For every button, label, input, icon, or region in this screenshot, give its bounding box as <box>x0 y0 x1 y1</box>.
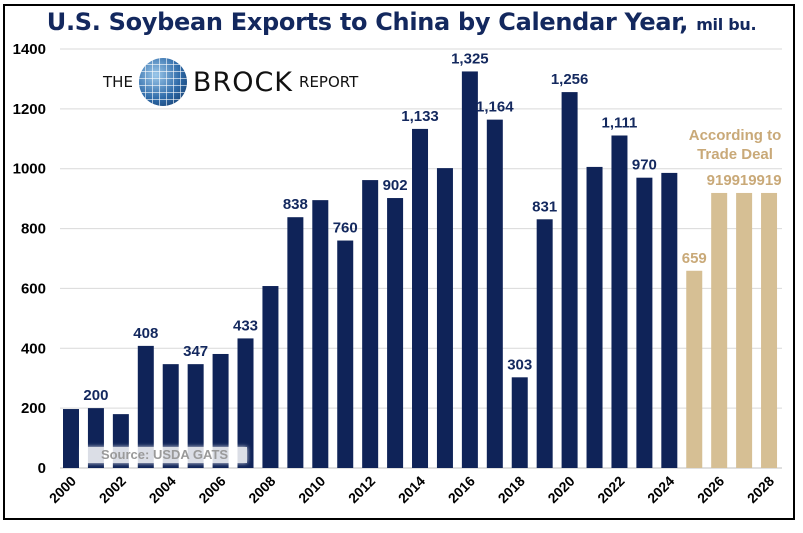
bar-2017 <box>486 119 503 468</box>
data-label-2026: 919 <box>707 172 732 189</box>
bar-2021 <box>586 166 603 468</box>
x-tick-label: 2026 <box>694 473 727 506</box>
bar-2027 <box>736 192 753 468</box>
bar-2026 <box>711 192 728 468</box>
title-text: U.S. Soybean Exports to China by Calenda… <box>46 8 689 36</box>
y-tick-label: 400 <box>21 340 46 357</box>
data-label-2018: 303 <box>507 356 532 373</box>
y-tick-label: 600 <box>21 280 46 297</box>
bar-2005 <box>187 364 204 468</box>
x-tick-label: 2028 <box>744 473 777 506</box>
bar-2009 <box>287 217 304 468</box>
bar-2020 <box>561 92 578 469</box>
bar-2006 <box>212 353 229 468</box>
annotation-line-2: Trade Deal <box>697 146 773 163</box>
data-label-2003: 408 <box>133 325 158 342</box>
data-label-2028: 919 <box>757 172 782 189</box>
logo-report: REPORT <box>299 73 359 91</box>
x-tick-label: 2024 <box>644 473 677 506</box>
trade-deal-annotation: According to Trade Deal <box>680 126 790 164</box>
x-tick-label: 2020 <box>544 473 577 506</box>
x-tick-label: 2022 <box>594 473 627 506</box>
logo-name: BROCK <box>192 66 294 98</box>
data-label-2023: 970 <box>632 157 657 174</box>
x-tick-label: 2002 <box>96 473 129 506</box>
data-label-2007: 433 <box>233 317 258 334</box>
x-tick-label: 2000 <box>46 473 79 506</box>
title-units: mil bu. <box>696 15 757 34</box>
bar-2011 <box>337 240 354 468</box>
bar-2018 <box>511 377 528 468</box>
y-tick-label: 800 <box>21 221 46 238</box>
data-label-2016: 1,325 <box>451 50 489 67</box>
bar-2025 <box>686 270 703 468</box>
source-note: Source: USDA GATS <box>82 447 247 463</box>
bar-2010 <box>312 200 329 468</box>
logo-the: THE <box>103 73 133 91</box>
data-label-2022: 1,111 <box>602 114 638 131</box>
data-label-2025: 659 <box>682 250 707 267</box>
data-label-2001: 200 <box>83 387 108 404</box>
bar-2007 <box>237 338 254 468</box>
y-tick-label: 200 <box>21 400 46 417</box>
x-tick-label: 2012 <box>345 473 378 506</box>
bar-2004 <box>162 364 179 468</box>
globe-icon <box>138 58 187 106</box>
chart-title: U.S. Soybean Exports to China by Calenda… <box>0 8 803 36</box>
data-label-2014: 1,133 <box>401 108 439 125</box>
bar-2022 <box>611 135 628 468</box>
data-label-2011: 760 <box>333 220 358 237</box>
bar-2003 <box>137 345 154 468</box>
bar-2000 <box>63 409 79 468</box>
annotation-line-1: According to <box>688 127 782 144</box>
bar-2028 <box>761 192 778 468</box>
data-label-2005: 347 <box>183 343 208 360</box>
x-tick-label: 2014 <box>395 473 428 506</box>
bar-2015 <box>436 168 453 468</box>
bar-2016 <box>461 71 478 469</box>
bar-2023 <box>636 177 653 468</box>
bar-2019 <box>536 219 553 468</box>
y-tick-label: 1400 <box>13 41 46 58</box>
chart-frame <box>3 4 795 520</box>
y-tick-label: 1200 <box>13 101 46 118</box>
bar-2014 <box>412 128 429 468</box>
data-label-2009: 838 <box>283 196 308 213</box>
data-label-2019: 831 <box>532 198 557 215</box>
bar-2013 <box>387 198 404 468</box>
y-tick-label: 0 <box>38 460 46 477</box>
x-tick-label: 2004 <box>145 473 178 506</box>
x-tick-label: 2008 <box>245 473 278 506</box>
data-label-2013: 902 <box>383 177 408 194</box>
brock-report-logo: THE BROCK REPORT <box>103 58 358 106</box>
y-tick-label: 1000 <box>13 161 46 178</box>
x-tick-label: 2010 <box>295 473 328 506</box>
data-label-2020: 1,256 <box>551 71 589 88</box>
x-tick-label: 2016 <box>445 473 478 506</box>
data-label-2017: 1,164 <box>476 99 514 116</box>
data-label-2027: 919 <box>732 172 757 189</box>
bar-2024 <box>661 172 678 468</box>
bar-2012 <box>362 180 379 468</box>
x-tick-label: 2006 <box>195 473 228 506</box>
x-tick-label: 2018 <box>495 473 528 506</box>
bar-2008 <box>262 286 279 468</box>
